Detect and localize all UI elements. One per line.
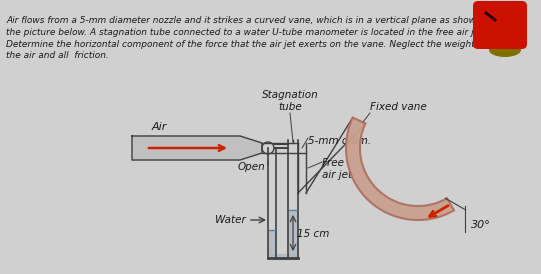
Text: 5-mm diam.: 5-mm diam. [308,136,371,146]
Text: Water: Water [215,215,246,225]
Text: Free
air jet: Free air jet [322,158,352,179]
Text: Air: Air [152,122,167,132]
Text: 30°: 30° [471,220,490,230]
Text: 15 cm: 15 cm [297,229,329,239]
Ellipse shape [489,43,521,57]
Text: Fixed vane: Fixed vane [370,102,427,112]
Text: Open: Open [237,162,265,172]
FancyBboxPatch shape [473,1,527,49]
Polygon shape [346,118,454,220]
Text: Stagnation
tube: Stagnation tube [262,90,318,112]
Text: Air flows from a 5-mm diameter nozzle and it strikes a curved vane, which is in : Air flows from a 5-mm diameter nozzle an… [6,16,493,60]
Polygon shape [132,136,262,160]
